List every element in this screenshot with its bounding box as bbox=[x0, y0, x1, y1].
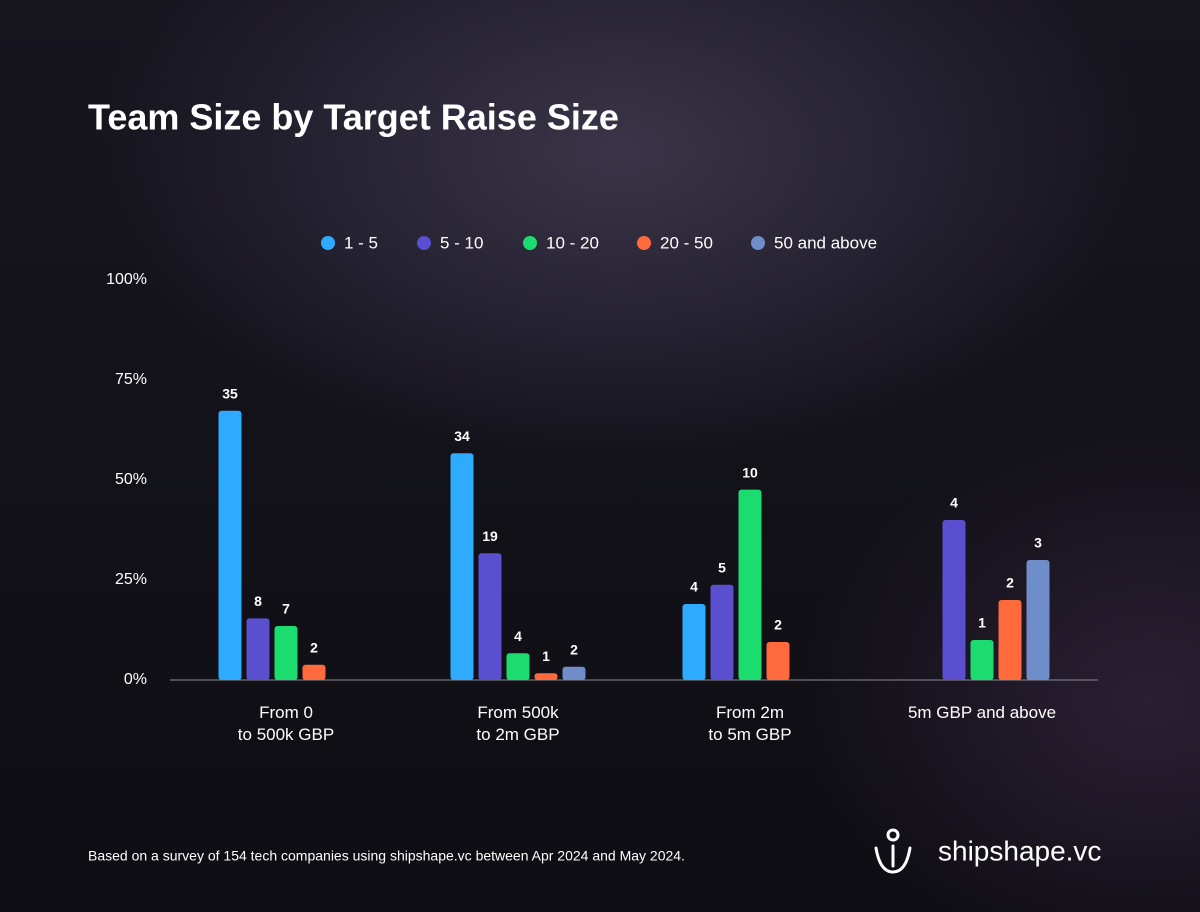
data-label: 4 bbox=[514, 628, 522, 644]
x-tick-label: From 0 to 500k GBP bbox=[237, 703, 335, 744]
bar bbox=[942, 520, 966, 680]
y-tick-label: 25% bbox=[115, 571, 147, 588]
y-tick-label: 75% bbox=[115, 371, 147, 388]
data-label: 1 bbox=[542, 648, 550, 664]
legend-swatch bbox=[523, 236, 537, 250]
chart-title: Team Size by Target Raise Size bbox=[88, 97, 619, 138]
data-label: 2 bbox=[1006, 575, 1014, 591]
bar bbox=[738, 489, 762, 680]
data-label: 35 bbox=[222, 386, 238, 402]
y-tick-label: 100% bbox=[106, 271, 147, 288]
bar bbox=[1026, 560, 1050, 680]
data-label: 3 bbox=[1034, 535, 1042, 551]
data-label: 34 bbox=[454, 428, 470, 444]
bar bbox=[246, 618, 270, 680]
brand-logo bbox=[874, 828, 912, 874]
bar bbox=[766, 642, 790, 680]
y-tick-label: 50% bbox=[115, 471, 147, 488]
bar bbox=[710, 584, 734, 680]
bar bbox=[682, 604, 706, 680]
bar bbox=[534, 673, 558, 680]
data-label: 10 bbox=[742, 464, 758, 480]
bar bbox=[562, 666, 586, 680]
bar bbox=[506, 653, 530, 680]
bar bbox=[478, 553, 502, 680]
data-label: 4 bbox=[950, 495, 958, 511]
legend-label: 10 - 20 bbox=[546, 233, 599, 252]
legend-swatch bbox=[751, 236, 765, 250]
bar bbox=[450, 453, 474, 680]
legend-label: 1 - 5 bbox=[344, 233, 378, 252]
x-tick-label: From 500k to 2m GBP bbox=[476, 703, 560, 744]
brand-name: shipshape.vc bbox=[938, 835, 1101, 866]
legend-swatch bbox=[637, 236, 651, 250]
y-tick-label: 0% bbox=[124, 671, 147, 688]
bar bbox=[274, 626, 298, 680]
legend-swatch bbox=[321, 236, 335, 250]
data-label: 7 bbox=[282, 601, 290, 617]
x-tick-label: 5m GBP and above bbox=[907, 703, 1057, 722]
legend-swatch bbox=[417, 236, 431, 250]
data-label: 5 bbox=[718, 560, 726, 576]
bar bbox=[998, 600, 1022, 680]
bar bbox=[970, 640, 994, 680]
data-label: 8 bbox=[254, 593, 262, 609]
data-label: 2 bbox=[310, 640, 318, 656]
bar bbox=[302, 664, 326, 680]
legend-label: 5 - 10 bbox=[440, 233, 483, 252]
legend-label: 50 and above bbox=[774, 233, 877, 252]
data-label: 19 bbox=[482, 528, 498, 544]
data-label: 2 bbox=[774, 617, 782, 633]
data-label: 2 bbox=[570, 642, 578, 658]
data-label: 4 bbox=[690, 579, 698, 595]
legend-label: 20 - 50 bbox=[660, 233, 713, 252]
x-tick-label: From 2m to 5m GBP bbox=[708, 703, 792, 744]
bar bbox=[218, 410, 242, 680]
data-label: 1 bbox=[978, 615, 986, 631]
footnote: Based on a survey of 154 tech companies … bbox=[88, 848, 685, 864]
